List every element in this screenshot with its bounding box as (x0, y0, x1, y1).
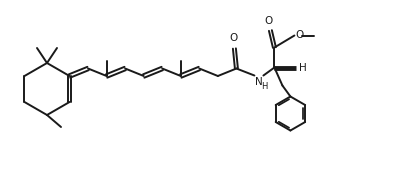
Text: O: O (296, 29, 304, 40)
Text: N: N (255, 76, 263, 87)
Text: O: O (264, 16, 272, 25)
Text: O: O (229, 33, 237, 42)
Text: H: H (299, 63, 307, 72)
Text: H: H (261, 81, 268, 91)
